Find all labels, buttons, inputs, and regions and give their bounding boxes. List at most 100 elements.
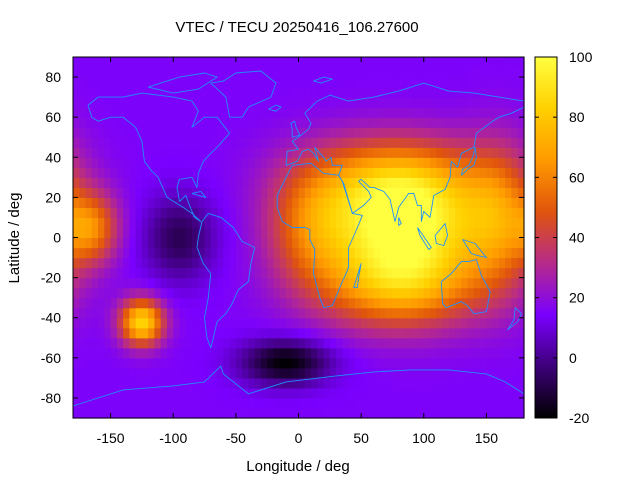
heatmap-cell: [154, 347, 162, 359]
heatmap-cell: [323, 157, 331, 168]
heatmap-cell: [354, 77, 362, 88]
heatmap-cell: [248, 267, 256, 279]
heatmap-cell: [367, 257, 375, 269]
heatmap-cell: [248, 137, 256, 148]
heatmap-cell: [260, 97, 268, 108]
heatmap-cell: [354, 247, 362, 259]
heatmap-cell: [160, 117, 168, 128]
heatmap-cell: [273, 177, 281, 188]
heatmap-cell: [404, 197, 412, 209]
heatmap-cell: [235, 167, 243, 178]
heatmap-cell: [248, 67, 256, 78]
heatmap-cell: [511, 367, 519, 379]
heatmap-cell: [110, 87, 118, 98]
heatmap-cell: [411, 177, 419, 188]
heatmap-cell: [79, 197, 87, 209]
heatmap-cell: [110, 167, 118, 178]
heatmap-cell: [329, 247, 337, 259]
heatmap-cell: [492, 267, 500, 279]
heatmap-cell: [185, 357, 193, 369]
heatmap-cell: [179, 217, 187, 229]
heatmap-cell: [342, 167, 350, 178]
heatmap-cell: [79, 217, 87, 229]
heatmap-cell: [336, 297, 343, 309]
heatmap-cell: [361, 167, 368, 178]
heatmap-cell: [210, 267, 218, 279]
heatmap-cell: [273, 77, 281, 88]
heatmap-cell: [229, 327, 237, 339]
heatmap-cell: [254, 317, 262, 329]
heatmap-cell: [511, 257, 519, 269]
heatmap-cell: [354, 177, 362, 188]
heatmap-cell: [148, 337, 156, 349]
heatmap-cell: [267, 157, 275, 168]
heatmap-cell: [348, 157, 356, 168]
heatmap-cell: [486, 277, 494, 289]
heatmap-cell: [79, 287, 87, 299]
heatmap-cell: [267, 137, 275, 148]
colorbar-tick-label: 60: [569, 169, 585, 185]
heatmap-cell: [85, 167, 93, 178]
heatmap-cell: [104, 297, 112, 309]
heatmap-cell: [373, 357, 381, 369]
heatmap-cell: [267, 397, 275, 409]
heatmap-cell: [173, 357, 181, 369]
heatmap-cell: [123, 287, 130, 299]
heatmap-cell: [248, 407, 256, 419]
heatmap-cell: [423, 117, 431, 128]
heatmap-cell: [386, 97, 394, 108]
heatmap-cell: [242, 247, 249, 259]
heatmap-cell: [354, 387, 362, 399]
heatmap-cell: [192, 297, 199, 309]
heatmap-cell: [480, 127, 488, 138]
heatmap-cell: [467, 57, 475, 68]
heatmap-cell: [185, 347, 193, 359]
heatmap-cell: [323, 67, 331, 78]
heatmap-cell: [448, 177, 456, 188]
heatmap-cell: [379, 397, 387, 409]
heatmap-cell: [217, 207, 224, 219]
heatmap-cell: [292, 127, 300, 138]
heatmap-cell: [223, 137, 231, 148]
heatmap-cell: [292, 387, 300, 399]
heatmap-cell: [417, 147, 425, 158]
heatmap-cell: [398, 397, 406, 409]
heatmap-cell: [242, 347, 249, 359]
heatmap-cell: [79, 367, 87, 379]
heatmap-cell: [223, 247, 231, 259]
heatmap-cell: [217, 177, 224, 188]
heatmap-cell: [361, 307, 368, 319]
heatmap-cell: [430, 367, 437, 379]
heatmap-cell: [98, 157, 105, 168]
heatmap-cell: [279, 187, 287, 198]
heatmap-cell: [98, 67, 105, 78]
heatmap-cell: [317, 327, 325, 339]
heatmap-cell: [260, 187, 268, 198]
heatmap-cell: [511, 207, 519, 219]
heatmap-cell: [311, 147, 318, 158]
heatmap-cell: [354, 87, 362, 98]
heatmap-cell: [348, 227, 356, 239]
heatmap-cell: [423, 247, 431, 259]
heatmap-cell: [311, 57, 318, 68]
heatmap-cell: [448, 277, 456, 289]
heatmap-cell: [235, 367, 243, 379]
heatmap-cell: [73, 307, 80, 319]
heatmap-cell: [267, 217, 275, 229]
heatmap-cell: [392, 237, 400, 249]
heatmap-cell: [198, 207, 206, 219]
heatmap-cell: [486, 337, 494, 349]
heatmap-cell: [417, 67, 425, 78]
heatmap-cell: [148, 217, 156, 229]
heatmap-cell: [461, 67, 469, 78]
heatmap-cell: [455, 217, 462, 229]
heatmap-cell: [361, 357, 368, 369]
heatmap-cell: [498, 277, 506, 289]
heatmap-cell: [73, 337, 80, 349]
heatmap-cell: [154, 237, 162, 249]
heatmap-cell: [141, 397, 149, 409]
heatmap-cell: [486, 197, 494, 209]
heatmap-cell: [411, 77, 419, 88]
heatmap-cell: [311, 197, 318, 209]
heatmap-cell: [235, 317, 243, 329]
